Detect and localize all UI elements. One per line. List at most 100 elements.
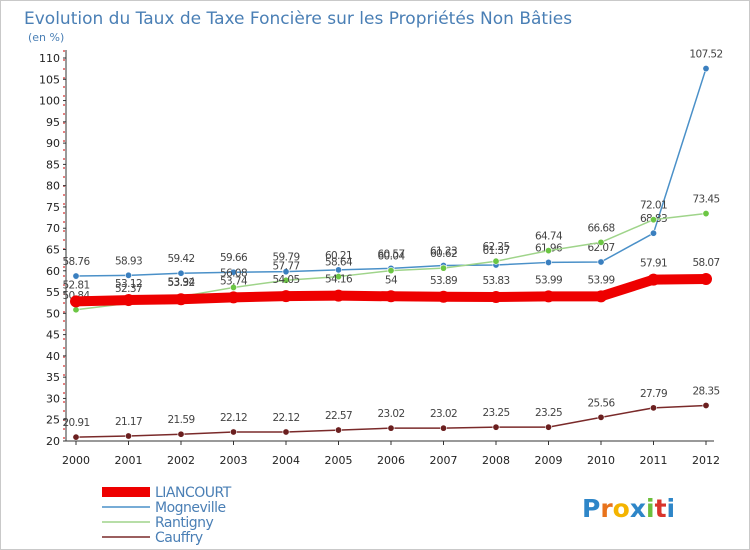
data-label-cauffry: 28.35	[692, 385, 719, 397]
data-point-cauffry	[492, 423, 500, 431]
data-label-cauffry: 21.59	[167, 414, 194, 426]
data-point-cauffry	[334, 426, 342, 434]
proxiti-logo-letter: i	[667, 494, 676, 523]
proxiti-logo: Proxiti	[582, 494, 675, 523]
y-tick-label: 95	[46, 116, 60, 129]
data-label-mogneville: 60.21	[325, 250, 352, 262]
data-point-liancourt	[647, 273, 660, 286]
data-point-rantigny	[334, 273, 342, 281]
data-point-liancourt	[385, 290, 397, 303]
x-tick-label: 2004	[272, 454, 300, 467]
y-tick-label: 20	[46, 435, 60, 448]
data-point-rantigny	[597, 238, 605, 246]
y-tick-label: 105	[39, 73, 60, 86]
data-point-mogneville	[72, 272, 80, 280]
data-point-rantigny	[439, 264, 447, 272]
data-label-liancourt: 53.83	[482, 275, 509, 287]
data-point-mogneville	[125, 271, 133, 279]
data-label-mogneville: 58.93	[115, 255, 142, 267]
x-tick-label: 2003	[220, 454, 248, 467]
data-label-rantigny: 64.74	[535, 231, 563, 243]
data-point-rantigny	[702, 210, 710, 218]
data-label-mogneville: 107.52	[689, 49, 722, 61]
data-label-liancourt: 57.91	[640, 258, 667, 270]
data-point-liancourt	[595, 290, 607, 303]
data-label-liancourt: 52.81	[62, 279, 89, 291]
x-tick-label: 2012	[692, 454, 720, 467]
data-point-rantigny	[492, 257, 500, 265]
data-label-liancourt: 53.99	[587, 274, 614, 286]
data-label-cauffry: 23.25	[535, 407, 562, 419]
data-label-liancourt: 53.89	[430, 275, 457, 287]
series-liancourt: 52.81 53.12 53.32 53.74 54.05 54.16 54 53.89 53.…	[62, 257, 720, 308]
data-label-mogneville: 59.42	[167, 253, 194, 265]
data-label-liancourt: 54.05	[272, 274, 299, 286]
data-label-cauffry: 27.79	[640, 388, 667, 400]
legend-label-cauffry: Cauffry	[155, 530, 203, 546]
y-tick-label: 90	[46, 137, 60, 150]
data-point-rantigny	[282, 276, 290, 284]
data-point-mogneville	[702, 65, 710, 73]
data-point-cauffry	[597, 413, 605, 421]
data-label-mogneville: 62.07	[587, 242, 614, 254]
y-tick-label: 55	[46, 286, 60, 299]
data-label-cauffry: 23.02	[430, 408, 457, 420]
data-point-mogneville	[282, 268, 290, 276]
data-point-cauffry	[282, 428, 290, 436]
data-label-rantigny: 60.04	[377, 251, 405, 263]
data-point-cauffry	[177, 430, 185, 438]
data-label-rantigny: 66.68	[587, 222, 614, 234]
x-tick-label: 2000	[62, 454, 90, 467]
y-tick-label: 65	[46, 244, 60, 257]
data-point-mogneville	[230, 268, 238, 276]
data-label-liancourt: 53.99	[535, 274, 562, 286]
x-tick-label: 2009	[535, 454, 563, 467]
data-point-rantigny	[72, 306, 80, 314]
data-point-liancourt	[175, 293, 187, 306]
data-point-liancourt	[700, 272, 712, 285]
proxiti-logo-letter: r	[600, 494, 613, 523]
proxiti-logo-letter: t	[655, 494, 667, 523]
data-label-cauffry: 23.25	[482, 407, 509, 419]
y-tick-label: 85	[46, 158, 60, 171]
data-point-cauffry	[125, 432, 133, 440]
data-point-liancourt	[280, 290, 292, 303]
series-cauffry: 20.91 21.17 21.59 22.12 22.12 22.57 23.02 23.02…	[62, 385, 720, 441]
data-point-liancourt	[227, 291, 240, 304]
data-label-mogneville: 61.37	[482, 245, 509, 257]
y-tick-label: 50	[46, 307, 60, 320]
data-label-cauffry: 22.12	[220, 412, 247, 424]
data-point-liancourt	[70, 295, 82, 308]
data-label-rantigny: 62.25	[482, 241, 509, 253]
data-label-liancourt: 54	[385, 274, 398, 286]
proxiti-logo-letter: x	[630, 494, 646, 523]
y-tick-label: 110	[39, 52, 60, 65]
x-tick-label: 2007	[430, 454, 458, 467]
data-label-liancourt: 53.12	[115, 278, 142, 290]
x-tick-label: 2010	[587, 454, 615, 467]
data-label-mogneville: 61.23	[430, 246, 457, 258]
data-point-rantigny	[387, 267, 395, 275]
data-point-mogneville	[597, 258, 605, 266]
y-tick-label: 30	[46, 392, 60, 405]
chart-title: Evolution du Taux de Taxe Foncière sur l…	[24, 9, 572, 29]
series-layer: 58.76 58.93 59.42 59.66 59.79 60.21 60.57 61.23…	[62, 49, 723, 441]
y-tick-label: 80	[46, 180, 60, 193]
data-label-rantigny: 73.45	[692, 194, 719, 206]
x-tick-label: 2008	[482, 454, 510, 467]
proxiti-logo-letter: i	[646, 494, 655, 523]
data-point-liancourt	[437, 290, 450, 303]
data-point-liancourt	[332, 289, 345, 302]
y-tick-label: 25	[46, 414, 60, 427]
x-tick-label: 2005	[325, 454, 353, 467]
data-point-cauffry	[387, 424, 395, 432]
data-label-cauffry: 22.12	[272, 412, 299, 424]
data-label-mogneville: 58.76	[62, 256, 90, 268]
data-point-liancourt	[542, 290, 555, 303]
data-point-rantigny	[649, 216, 657, 224]
data-label-rantigny: 56.08	[220, 267, 247, 279]
x-tick-label: 2011	[640, 454, 668, 467]
data-point-mogneville	[544, 258, 552, 266]
y-tick-label: 100	[39, 95, 60, 108]
